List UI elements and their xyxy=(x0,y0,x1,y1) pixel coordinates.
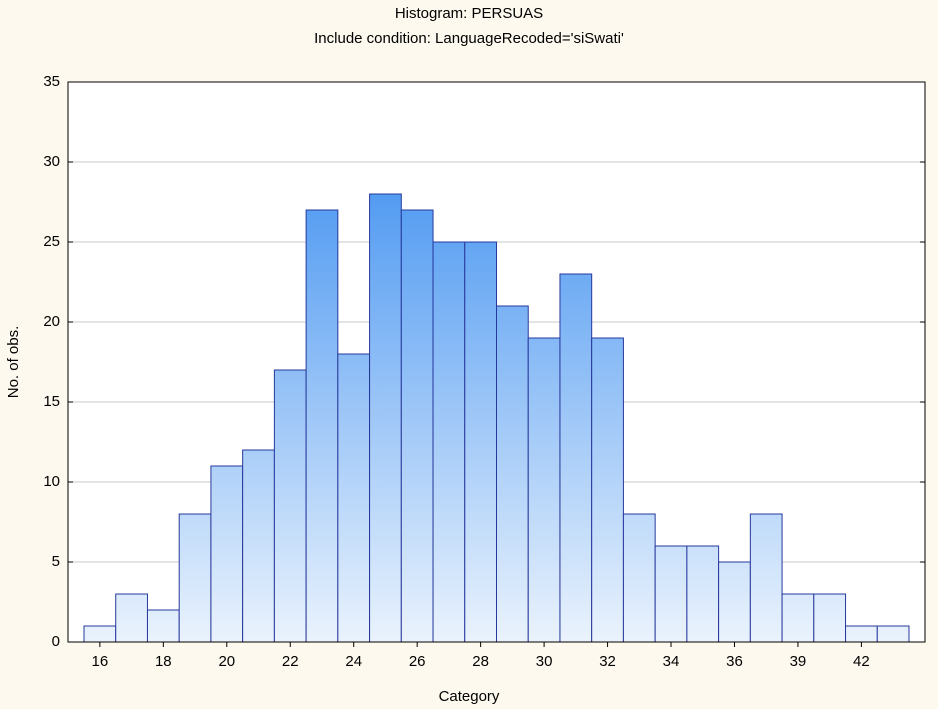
bar xyxy=(83,625,117,643)
bar xyxy=(622,513,656,643)
bar xyxy=(559,273,593,643)
y-tick-label: 0 xyxy=(52,633,60,650)
y-tick-label: 35 xyxy=(43,73,60,90)
bar xyxy=(337,353,371,643)
bar xyxy=(400,209,434,643)
bar xyxy=(749,513,783,643)
bar xyxy=(242,449,275,643)
bar xyxy=(718,561,751,643)
x-tick-label: 34 xyxy=(663,653,680,670)
bar xyxy=(432,241,466,643)
bar xyxy=(273,369,307,643)
x-tick-label: 36 xyxy=(726,653,743,670)
y-tick-label: 30 xyxy=(43,153,60,170)
bar xyxy=(845,625,878,643)
bar xyxy=(591,337,624,643)
bar xyxy=(305,209,339,643)
bar xyxy=(115,593,148,643)
bar xyxy=(813,593,847,643)
x-tick-label: 24 xyxy=(345,653,362,670)
x-tick-label: 22 xyxy=(282,653,299,670)
bar xyxy=(369,193,402,643)
x-tick-label: 30 xyxy=(536,653,553,670)
bar xyxy=(464,241,497,643)
y-tick-label: 20 xyxy=(43,313,60,330)
x-tick-label: 39 xyxy=(790,653,807,670)
y-tick-label: 5 xyxy=(52,553,60,570)
plot-frame xyxy=(67,81,926,643)
bar xyxy=(686,545,720,643)
bar xyxy=(527,337,561,643)
x-tick-label: 20 xyxy=(218,653,235,670)
y-axis-label: No. of obs. xyxy=(5,326,22,399)
bar xyxy=(146,609,180,643)
x-tick-label: 18 xyxy=(155,653,172,670)
y-tick-label: 15 xyxy=(43,393,60,410)
chart-title: Histogram: PERSUAS xyxy=(395,5,543,22)
y-tick-label: 25 xyxy=(43,233,60,250)
chart-subtitle: Include condition: LanguageRecoded='siSw… xyxy=(314,30,624,47)
bar xyxy=(496,305,529,643)
bar xyxy=(876,625,910,643)
bar xyxy=(210,465,244,643)
x-tick-label: 16 xyxy=(92,653,109,670)
bar xyxy=(178,513,212,643)
x-tick-label: 42 xyxy=(853,653,870,670)
bar xyxy=(654,545,688,643)
x-axis-label: Category xyxy=(439,688,500,705)
x-tick-label: 32 xyxy=(599,653,616,670)
x-tick-label: 26 xyxy=(409,653,426,670)
x-tick-label: 28 xyxy=(472,653,489,670)
y-tick-label: 10 xyxy=(43,473,60,490)
bar xyxy=(781,593,815,643)
